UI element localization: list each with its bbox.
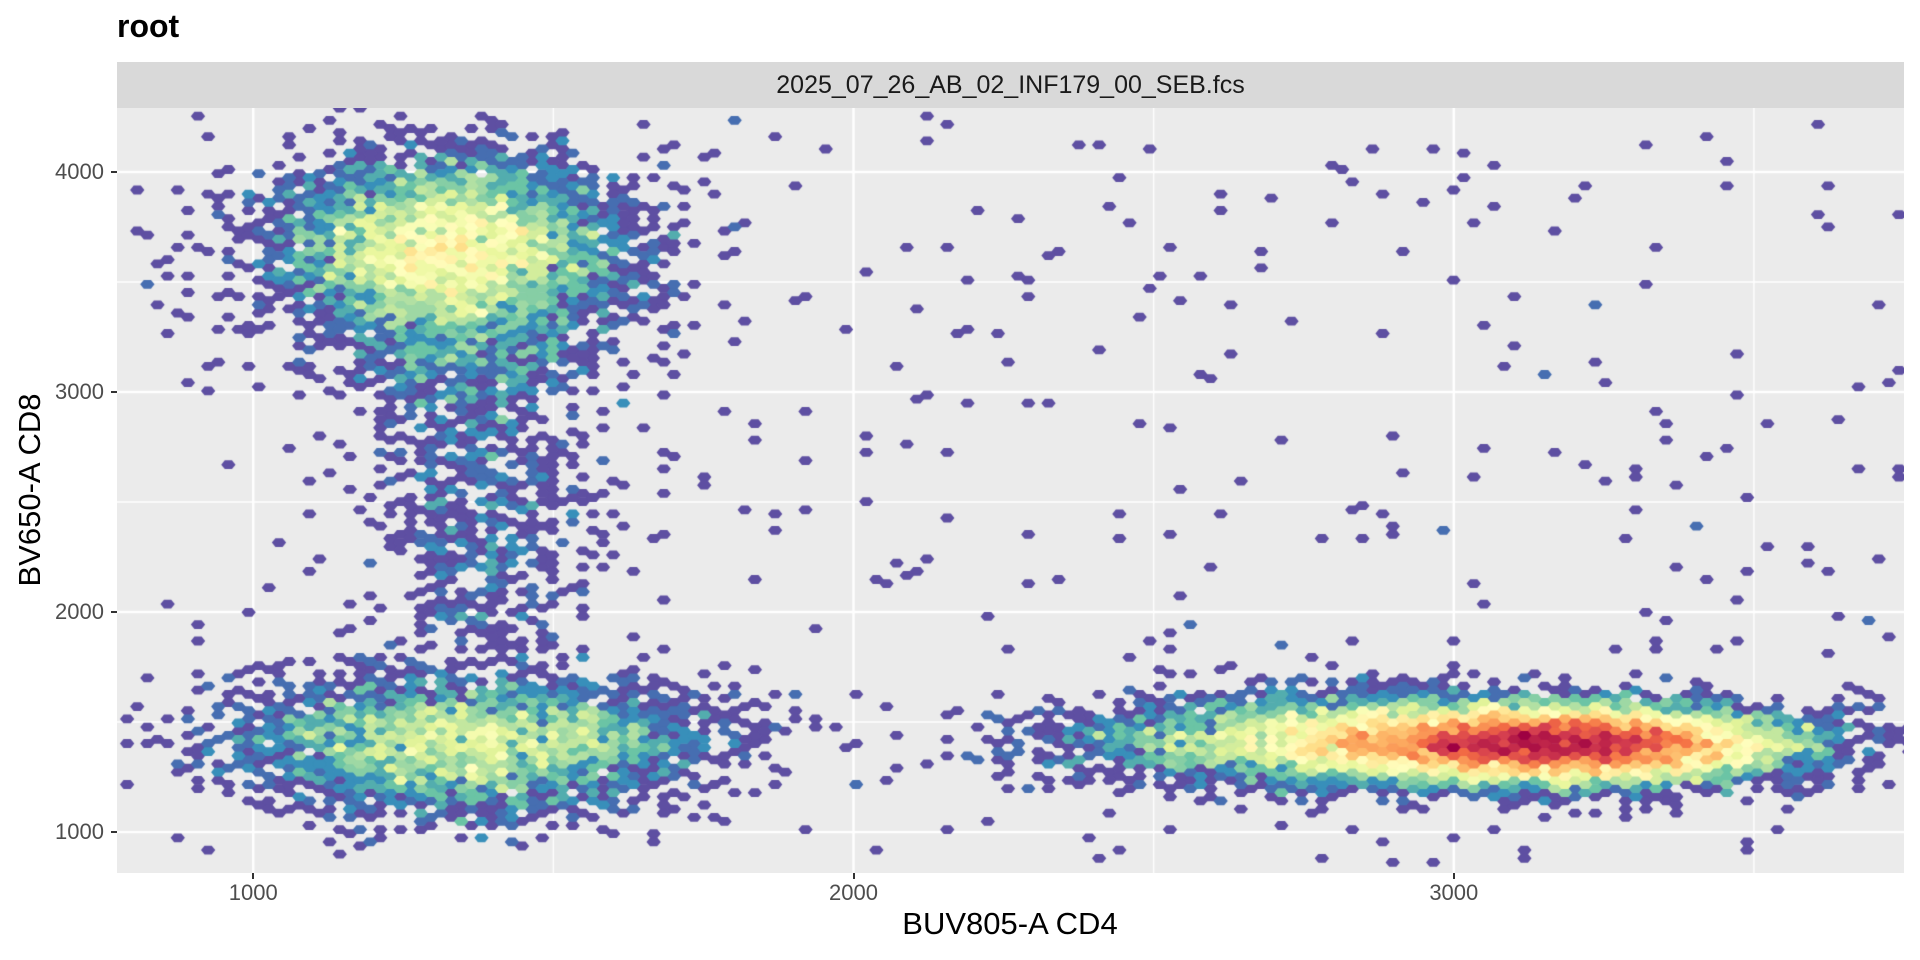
- x-tick-mark: [852, 873, 855, 879]
- y-tick-label: 4000: [55, 159, 104, 185]
- hexbin-density-canvas: [117, 108, 1904, 873]
- y-tick-label: 1000: [55, 819, 104, 845]
- x-tick-label: 3000: [1429, 880, 1479, 905]
- x-tick-mark: [252, 873, 255, 879]
- x-axis-title: BUV805-A CD4: [902, 906, 1118, 941]
- facet-strip: 2025_07_26_AB_02_INF179_00_SEB.fcs: [117, 62, 1904, 108]
- facet-strip-label: 2025_07_26_AB_02_INF179_00_SEB.fcs: [776, 71, 1245, 99]
- x-tick-mark: [1452, 873, 1455, 879]
- y-tick-label: 3000: [55, 379, 104, 405]
- plot-panel: [117, 108, 1904, 873]
- y-tick-mark: [111, 831, 117, 834]
- x-tick-label: 2000: [829, 880, 878, 905]
- y-tick-mark: [111, 611, 117, 614]
- y-axis-title: BV650-A CD8: [12, 393, 47, 587]
- plot-title: root: [117, 8, 180, 44]
- y-tick-label: 2000: [55, 599, 104, 625]
- x-tick-label: 1000: [228, 880, 278, 905]
- y-tick-mark: [111, 171, 117, 174]
- y-tick-mark: [111, 391, 117, 394]
